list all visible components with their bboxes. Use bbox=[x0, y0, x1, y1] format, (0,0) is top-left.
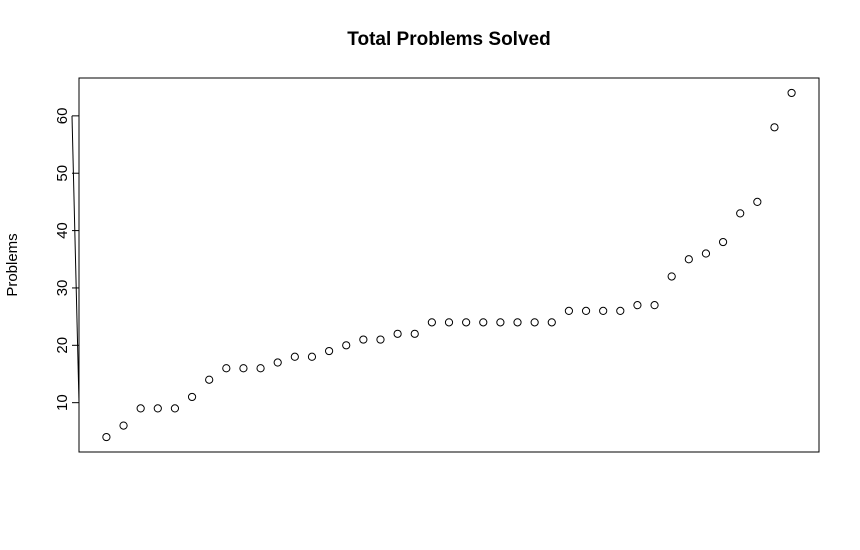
point bbox=[770, 123, 779, 132]
point bbox=[444, 318, 454, 327]
point bbox=[393, 329, 402, 338]
point bbox=[222, 364, 231, 373]
point bbox=[633, 301, 642, 310]
point bbox=[376, 335, 385, 344]
point bbox=[290, 352, 299, 361]
point bbox=[684, 255, 693, 264]
point bbox=[616, 306, 625, 315]
point bbox=[205, 375, 214, 384]
point bbox=[599, 306, 608, 315]
y-tick-label: 30 bbox=[54, 280, 71, 297]
point bbox=[667, 272, 676, 281]
point bbox=[256, 364, 265, 373]
point bbox=[718, 237, 728, 247]
point bbox=[530, 318, 539, 327]
plot-frame bbox=[78, 77, 820, 453]
point bbox=[410, 329, 419, 338]
point bbox=[324, 346, 334, 356]
point bbox=[581, 306, 591, 315]
y-tick-label: 50 bbox=[54, 165, 71, 182]
point bbox=[787, 88, 796, 98]
y-tick-label: 60 bbox=[54, 108, 71, 125]
point bbox=[547, 318, 556, 327]
point bbox=[307, 352, 317, 361]
point bbox=[187, 392, 197, 402]
y-tick-label: 20 bbox=[54, 337, 71, 354]
point bbox=[359, 335, 368, 344]
point bbox=[650, 301, 659, 310]
point bbox=[564, 306, 574, 315]
y-axis bbox=[71, 115, 80, 403]
point bbox=[239, 364, 248, 373]
point bbox=[136, 404, 145, 413]
chart-title: Total Problems Solved bbox=[347, 29, 550, 50]
point bbox=[273, 358, 282, 367]
point bbox=[753, 197, 762, 207]
point bbox=[701, 249, 711, 258]
point bbox=[170, 404, 180, 413]
point bbox=[479, 318, 488, 327]
point bbox=[427, 318, 436, 327]
y-tick-label: 40 bbox=[54, 222, 71, 239]
point bbox=[736, 209, 745, 218]
point bbox=[119, 421, 128, 430]
y-tick-label: 10 bbox=[54, 394, 71, 411]
point bbox=[462, 318, 471, 327]
point bbox=[102, 432, 111, 442]
point bbox=[342, 341, 351, 350]
point bbox=[153, 404, 162, 413]
point bbox=[513, 318, 522, 327]
point bbox=[496, 318, 505, 327]
y-axis-label: Problems bbox=[4, 233, 21, 296]
